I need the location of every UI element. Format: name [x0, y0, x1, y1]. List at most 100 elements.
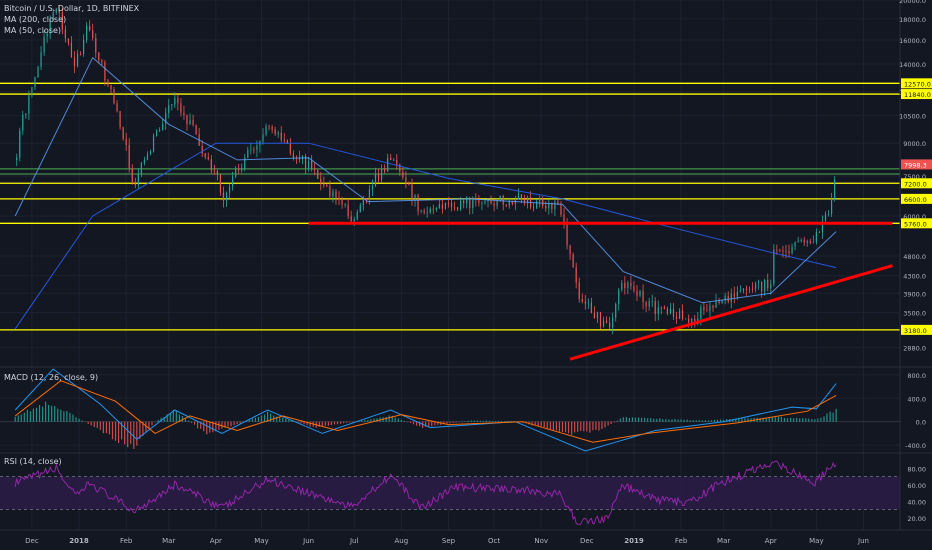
- candle-body: [636, 291, 638, 296]
- candle-body: [323, 183, 325, 186]
- macd-histogram-bar: [81, 420, 83, 422]
- candle-body: [238, 168, 240, 171]
- candle-body: [31, 87, 33, 96]
- macd-histogram-bar: [224, 421, 226, 428]
- macd-histogram-bar: [653, 418, 655, 422]
- chart-title: Bitcoin / U.S. Dollar, 1D, BITFINEX: [4, 4, 140, 13]
- candle-body: [162, 123, 164, 131]
- candle-body: [761, 281, 763, 292]
- macd-histogram-bar: [38, 405, 41, 422]
- candle-body: [815, 232, 817, 243]
- candle-body: [633, 286, 635, 292]
- macd-histogram-bar: [488, 420, 491, 422]
- macd-histogram-bar: [69, 412, 71, 422]
- x-tick-label: May: [254, 537, 268, 545]
- candle-body: [615, 304, 617, 318]
- candle-body: [678, 310, 681, 319]
- macd-histogram-bar: [263, 414, 266, 422]
- rsi-legend: RSI (14, close): [4, 457, 62, 466]
- candle-body: [718, 300, 720, 303]
- candle-body: [706, 310, 708, 312]
- macd-histogram-bar: [668, 419, 670, 422]
- x-tick-label: Mar: [717, 537, 730, 545]
- candle-body: [16, 157, 18, 160]
- macd-histogram-bar: [555, 421, 558, 431]
- candle-body: [469, 197, 471, 208]
- macd-histogram-bar: [257, 416, 260, 422]
- price-pane[interactable]: [0, 4, 900, 361]
- macd-histogram-bar: [339, 421, 342, 424]
- candle-body: [289, 143, 291, 154]
- candle-body: [599, 312, 602, 327]
- macd-histogram-bar: [324, 421, 326, 426]
- macd-histogram-bar: [78, 418, 80, 422]
- candle-body: [168, 105, 170, 113]
- macd-histogram-bar: [184, 418, 187, 422]
- macd-histogram-bar: [361, 420, 363, 422]
- candle-body: [171, 104, 173, 106]
- macd-histogram-bar: [32, 408, 35, 422]
- macd-histogram-bar: [285, 418, 287, 422]
- macd-histogram-bar: [172, 410, 174, 422]
- macd-histogram-bar: [349, 421, 351, 423]
- x-tick-label: Jun: [302, 537, 314, 545]
- ma50-legend: MA (50, close): [4, 26, 61, 35]
- macd-histogram-bar: [352, 421, 354, 423]
- candle-body: [253, 149, 255, 151]
- candle-body: [758, 281, 760, 284]
- candle-body: [353, 219, 355, 222]
- macd-histogram-bar: [99, 421, 101, 430]
- candle-body: [639, 290, 641, 296]
- candle-body: [493, 203, 495, 206]
- macd-histogram-bar: [595, 421, 597, 430]
- candle-body: [365, 198, 367, 200]
- x-tick-label: Jul: [349, 537, 359, 545]
- candle-body: [642, 290, 644, 303]
- candle-body: [712, 305, 714, 308]
- macd-histogram-bar: [571, 421, 573, 435]
- candle-body: [575, 267, 577, 283]
- candle-body: [377, 174, 380, 180]
- macd-histogram-bar: [564, 421, 567, 433]
- price-tick-label: 4800.0: [903, 253, 926, 261]
- macd-pane[interactable]: [0, 368, 900, 452]
- candle-body: [137, 173, 139, 185]
- macd-histogram-bar: [227, 421, 229, 427]
- macd-histogram-bar: [239, 421, 241, 424]
- candle-body: [444, 202, 447, 209]
- macd-histogram-bar: [233, 421, 235, 426]
- macd-histogram-bar: [686, 419, 688, 422]
- macd-histogram-bar: [622, 417, 624, 422]
- macd-histogram-bar: [558, 421, 561, 432]
- candle-body: [344, 204, 346, 206]
- candle-body: [557, 201, 559, 205]
- candle-body: [335, 191, 337, 198]
- macd-histogram-bar: [266, 411, 269, 422]
- macd-histogram-bar: [364, 420, 366, 422]
- candle-body: [368, 189, 371, 200]
- macd-histogram-bar: [297, 421, 299, 423]
- rsi-tick-label: 40.00: [907, 498, 926, 506]
- candle-body: [438, 204, 440, 209]
- candle-body: [125, 138, 127, 145]
- candle-body: [751, 288, 754, 290]
- candle-body: [700, 307, 702, 319]
- x-tick-label: Dec: [25, 537, 39, 545]
- candle-body: [286, 140, 288, 144]
- macd-histogram-bar: [656, 418, 658, 422]
- macd-legend: MACD (12, 26, close, 9): [4, 373, 98, 382]
- macd-histogram-bar: [60, 409, 62, 422]
- macd-histogram-bar: [409, 421, 412, 423]
- candle-body: [183, 112, 185, 116]
- macd-histogram-bar: [406, 421, 409, 423]
- candle-body: [189, 120, 191, 125]
- candle-body: [827, 213, 830, 215]
- macd-histogram-bar: [309, 421, 311, 427]
- macd-histogram-bar: [291, 420, 293, 422]
- macd-histogram-bar: [835, 408, 837, 422]
- rsi-pane[interactable]: [0, 460, 900, 525]
- trend-line[interactable]: [569, 264, 893, 361]
- macd-histogram-bar: [57, 408, 59, 422]
- candle-body: [818, 232, 821, 233]
